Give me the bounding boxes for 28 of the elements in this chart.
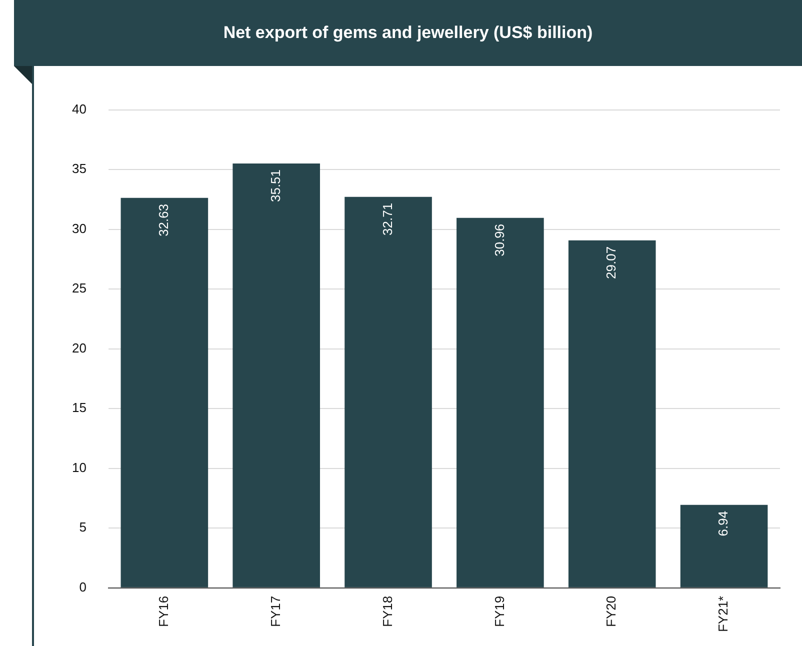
bar — [344, 196, 432, 588]
y-tick-label: 10 — [72, 460, 86, 475]
bar — [456, 218, 544, 588]
data-label: 6.94 — [716, 510, 731, 536]
x-tick-label: FY17 — [268, 596, 283, 627]
data-label: 32.71 — [380, 202, 395, 236]
x-tick-label: FY20 — [604, 596, 619, 627]
y-tick-label: 0 — [79, 579, 86, 594]
chart-title: Net export of gems and jewellery (US$ billion) — [14, 0, 802, 66]
data-label: 35.51 — [268, 169, 283, 202]
x-tick-label: FY18 — [380, 596, 395, 627]
data-label: 32.63 — [156, 204, 171, 236]
y-tick-label: 25 — [72, 280, 86, 296]
bar — [568, 240, 656, 588]
bar — [680, 504, 768, 588]
x-tick-label: FY16 — [156, 596, 171, 627]
bar — [232, 163, 320, 588]
y-tick-label: 15 — [72, 400, 86, 416]
data-label: 29.07 — [604, 246, 619, 279]
y-tick-label: 5 — [79, 520, 86, 535]
y-tick-label: 20 — [72, 340, 86, 356]
data-label: 30.96 — [492, 224, 507, 256]
bar — [120, 198, 208, 588]
x-tick-label: FY21* — [716, 596, 731, 632]
y-tick-label: 35 — [72, 161, 86, 176]
y-tick-label: 40 — [72, 101, 86, 116]
x-tick-label: FY19 — [492, 596, 507, 627]
y-tick-label: 30 — [72, 220, 86, 236]
